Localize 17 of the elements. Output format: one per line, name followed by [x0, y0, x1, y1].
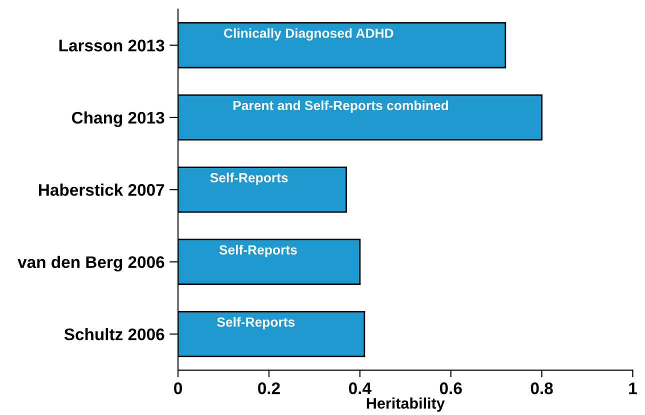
x-tick-label: 0.2	[258, 382, 280, 394]
x-tick-label: 0.8	[530, 382, 553, 394]
x-tick-label: 0.6	[440, 382, 462, 394]
annotation: Self-Reports	[217, 317, 295, 330]
annotation: Parent and Self-Reports combined	[233, 100, 448, 113]
x-tick-label: 1	[629, 382, 637, 394]
y-tick-label: Haberstick 2007	[39, 184, 164, 196]
y-tick-label: Larsson 2013	[59, 40, 164, 52]
y-tick-label: Schultz 2006	[64, 328, 164, 340]
x-tick-label: 0.4	[348, 382, 372, 394]
x-tick-label: 0	[174, 382, 182, 394]
y-tick-label: van den Berg 2006	[18, 256, 164, 272]
annotation: Self-Reports	[219, 244, 297, 258]
annotation: Clinically Diagnosed ADHD	[224, 28, 394, 41]
x-axis-title: Heritability	[366, 398, 445, 412]
y-tick-label: Chang 2013	[72, 111, 164, 128]
annotation: Self-Reports	[210, 172, 288, 185]
